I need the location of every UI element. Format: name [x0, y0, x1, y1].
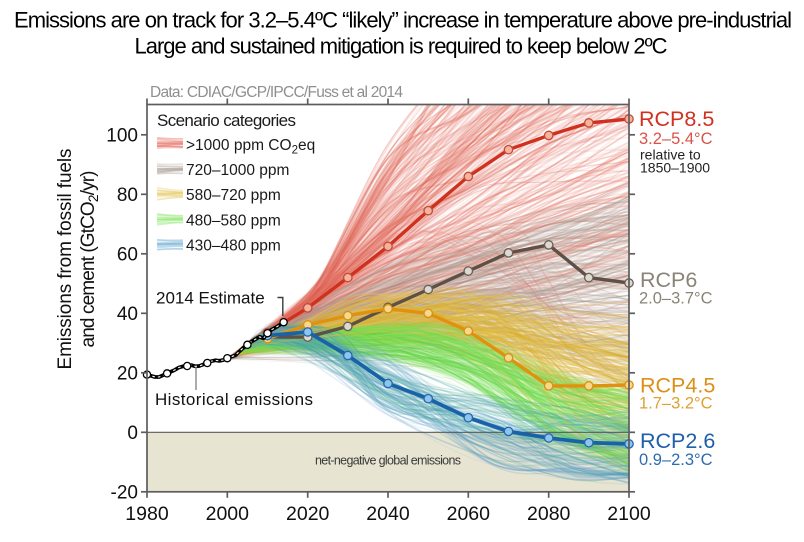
svg-text:-20: -20	[111, 482, 138, 503]
svg-text:40: 40	[117, 304, 138, 325]
svg-text:430–480 ppm: 430–480 ppm	[186, 238, 281, 255]
svg-text:Large and sustained mitigation: Large and sustained mitigation is requir…	[135, 34, 668, 59]
svg-text:>1000 ppm CO2eq: >1000 ppm CO2eq	[186, 137, 315, 157]
svg-text:Scenario categories: Scenario categories	[157, 111, 296, 130]
svg-text:20: 20	[117, 363, 138, 384]
svg-text:2080: 2080	[527, 503, 571, 525]
svg-text:and cement (GtCO2/yr): and cement (GtCO2/yr)	[78, 171, 101, 348]
svg-text:1.7–3.2°C: 1.7–3.2°C	[639, 395, 713, 413]
svg-text:580–720 ppm: 580–720 ppm	[186, 187, 281, 204]
svg-text:2100: 2100	[607, 503, 651, 525]
svg-text:60: 60	[117, 244, 138, 265]
svg-text:Emissions are on track for 3.2: Emissions are on track for 3.2–5.4ºC “li…	[14, 8, 792, 33]
svg-text:2020: 2020	[286, 503, 330, 525]
svg-text:480–580 ppm: 480–580 ppm	[186, 213, 281, 230]
svg-text:relative to: relative to	[640, 147, 701, 163]
svg-text:Data: CDIAC/GCP/IPCC/Fuss et a: Data: CDIAC/GCP/IPCC/Fuss et al 2014	[150, 84, 403, 101]
svg-text:net-negative global emissions: net-negative global emissions	[315, 454, 461, 468]
svg-text:2014 Estimate: 2014 Estimate	[156, 289, 265, 308]
svg-text:1850–1900: 1850–1900	[640, 160, 710, 176]
svg-text:100: 100	[106, 125, 138, 146]
svg-text:Emissions from fossil fuels: Emissions from fossil fuels	[55, 149, 76, 370]
svg-text:3.2–5.4°C: 3.2–5.4°C	[639, 130, 713, 148]
svg-text:RCP8.5: RCP8.5	[639, 107, 714, 131]
svg-text:Historical emissions: Historical emissions	[155, 390, 313, 409]
svg-text:0: 0	[127, 423, 138, 444]
svg-text:RCP6: RCP6	[640, 268, 697, 292]
svg-text:2000: 2000	[206, 503, 250, 525]
svg-text:2040: 2040	[366, 503, 410, 525]
svg-text:2.0–3.7°C: 2.0–3.7°C	[639, 290, 713, 308]
svg-text:80: 80	[117, 185, 138, 206]
svg-text:1980: 1980	[125, 503, 169, 525]
svg-text:0.9–2.3°C: 0.9–2.3°C	[639, 451, 713, 469]
svg-text:2060: 2060	[447, 503, 491, 525]
svg-text:RCP4.5: RCP4.5	[640, 374, 715, 398]
svg-text:RCP2.6: RCP2.6	[640, 429, 715, 453]
svg-text:720–1000 ppm: 720–1000 ppm	[186, 162, 289, 179]
